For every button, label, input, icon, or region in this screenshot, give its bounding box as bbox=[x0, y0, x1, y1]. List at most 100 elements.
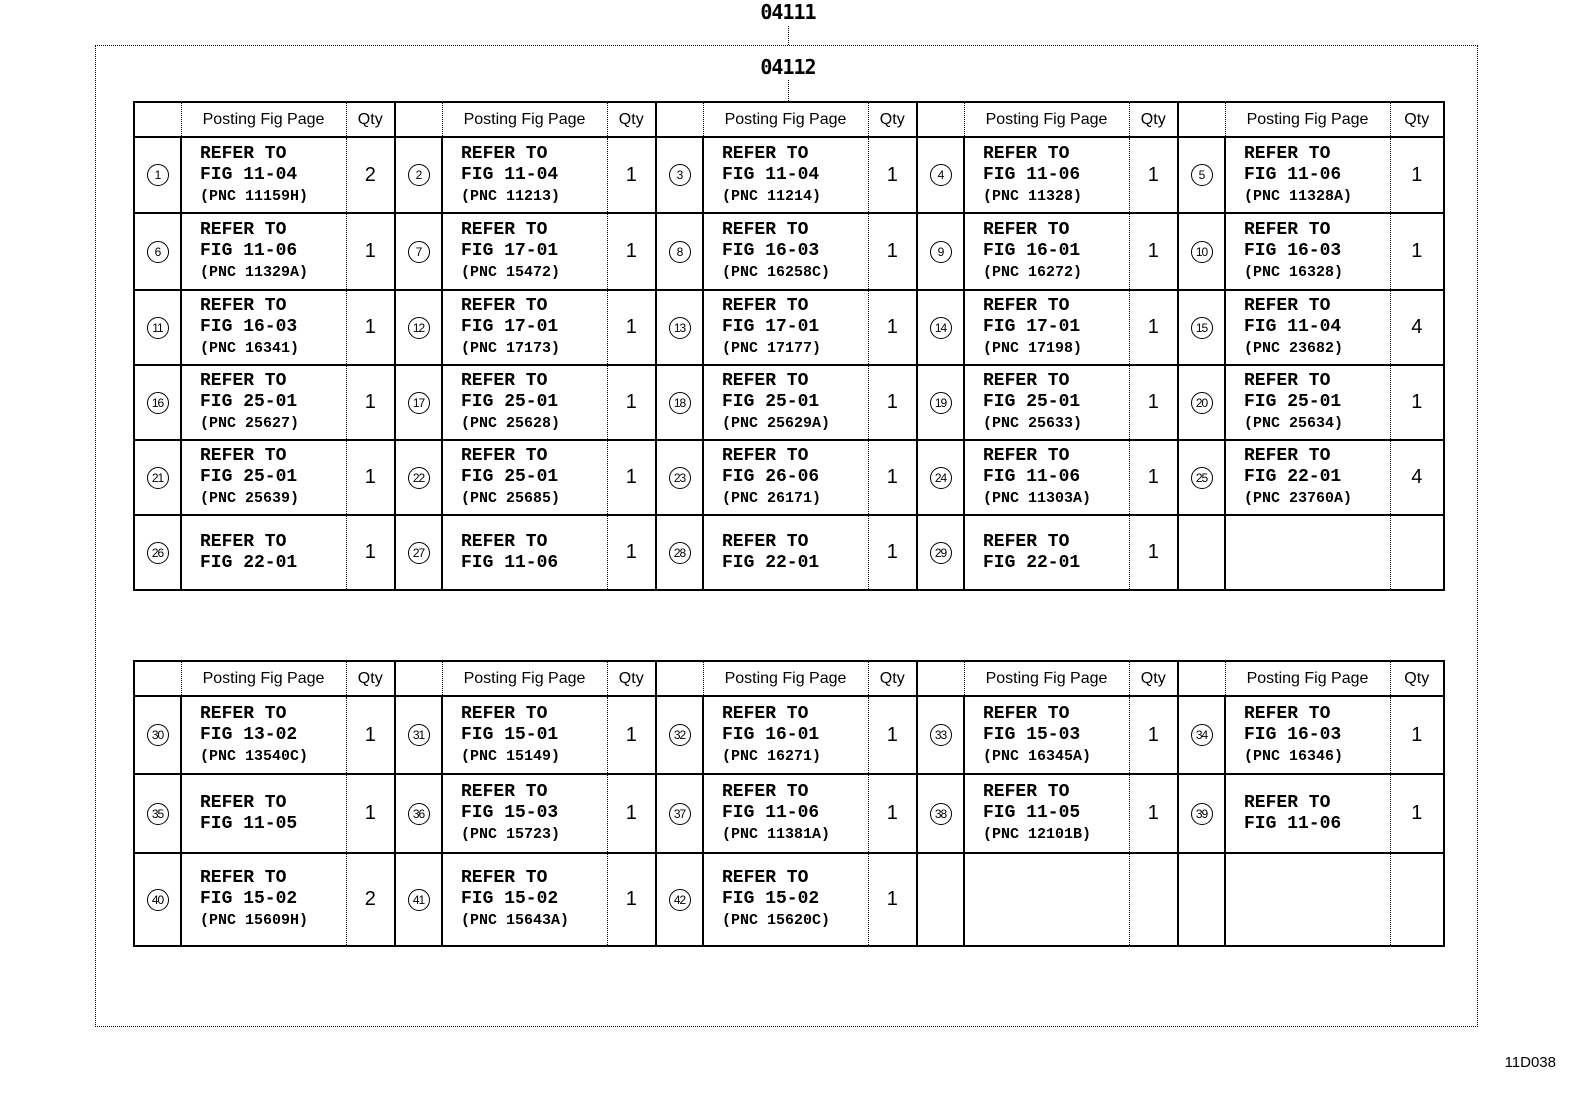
posting-fig-cell: REFER TO FIG 16-03 (PNC 16328) bbox=[1224, 212, 1391, 291]
item-number-cell: 30 bbox=[133, 695, 182, 775]
fig-reference: FIG 11-05 bbox=[983, 803, 1081, 823]
qty-cell: 1 bbox=[1389, 136, 1445, 214]
fig-reference: FIG 26-06 bbox=[722, 467, 820, 487]
posting-fig-cell: REFER TO FIG 22-01 (PNC 23760A) bbox=[1224, 439, 1391, 516]
posting-fig-cell: REFER TO FIG 25-01 (PNC 25633) bbox=[963, 364, 1130, 441]
refer-to-text: REFER TO bbox=[461, 446, 548, 466]
qty-cell: 1 bbox=[1128, 212, 1179, 291]
item-number-cell: 12 bbox=[394, 289, 443, 366]
item-number-cell: 20 bbox=[1177, 364, 1226, 441]
refer-to-text: REFER TO bbox=[461, 703, 548, 724]
fig-reference: FIG 11-06 bbox=[461, 552, 559, 573]
qty-cell: 1 bbox=[606, 212, 657, 291]
header-posting-fig-page: Posting Fig Page bbox=[180, 660, 347, 697]
item-number-circle: 39 bbox=[1190, 802, 1213, 825]
header-qty: Qty bbox=[1389, 660, 1445, 697]
pnc-reference: (PNC 25633) bbox=[983, 415, 1083, 432]
table-row: 21 REFER TO FIG 25-01 (PNC 25639) 1 22 REFER T… bbox=[133, 439, 1445, 516]
pnc-reference: (PNC 25634) bbox=[1244, 415, 1344, 432]
posting-fig-cell: REFER TO FIG 25-01 (PNC 25627) bbox=[180, 364, 347, 441]
item-number-circle: 25 bbox=[1190, 466, 1213, 489]
fig-reference: FIG 22-01 bbox=[1244, 467, 1342, 487]
refer-to-text: REFER TO bbox=[722, 220, 809, 240]
posting-fig-cell: REFER TO FIG 17-01 (PNC 17173) bbox=[441, 289, 608, 366]
qty-cell: 1 bbox=[345, 514, 396, 591]
refer-to-text: REFER TO bbox=[1244, 220, 1331, 240]
item-number-circle: 3 bbox=[668, 164, 691, 186]
header-number-cell bbox=[394, 101, 443, 138]
item-number-circle: 41 bbox=[407, 888, 430, 911]
refer-to-text: REFER TO bbox=[983, 531, 1070, 552]
header-number-cell bbox=[655, 101, 704, 138]
refer-to-text: REFER TO bbox=[722, 446, 809, 466]
item-number-cell: 28 bbox=[655, 514, 704, 591]
pnc-reference: (PNC 17177) bbox=[722, 340, 822, 357]
item-number-cell: 18 bbox=[655, 364, 704, 441]
posting-fig-cell bbox=[1224, 852, 1391, 947]
fig-reference: FIG 17-01 bbox=[461, 317, 559, 337]
fig-reference: FIG 15-01 bbox=[461, 724, 559, 745]
qty-cell: 1 bbox=[345, 439, 396, 516]
item-number-circle: 34 bbox=[1190, 724, 1213, 746]
posting-fig-cell: REFER TO FIG 16-03 (PNC 16341) bbox=[180, 289, 347, 366]
item-number-circle: 13 bbox=[668, 316, 691, 339]
item-number-cell: 37 bbox=[655, 773, 704, 854]
fig-reference: FIG 11-06 bbox=[200, 241, 298, 261]
pnc-reference: (PNC 11213) bbox=[461, 187, 561, 205]
item-number-cell: 5 bbox=[1177, 136, 1226, 214]
refer-to-text: REFER TO bbox=[461, 296, 548, 316]
qty-cell bbox=[1389, 514, 1445, 591]
pnc-reference: (PNC 11328) bbox=[983, 187, 1083, 205]
item-number-circle: 15 bbox=[1190, 316, 1213, 339]
item-number-cell: 9 bbox=[916, 212, 965, 291]
table-row: 1 REFER TO FIG 11-04 (PNC 11159H) 2 2 REFER TO… bbox=[133, 136, 1445, 214]
refer-to-text: REFER TO bbox=[461, 220, 548, 240]
item-number-circle: 5 bbox=[1190, 164, 1213, 186]
item-number-cell: 17 bbox=[394, 364, 443, 441]
item-number-cell bbox=[1177, 852, 1226, 947]
posting-fig-cell: REFER TO FIG 15-02 (PNC 15620C) bbox=[702, 852, 869, 947]
refer-to-text: REFER TO bbox=[722, 531, 809, 552]
refer-to-text: REFER TO bbox=[1244, 296, 1331, 316]
qty-cell: 1 bbox=[867, 852, 918, 947]
item-number-cell: 3 bbox=[655, 136, 704, 214]
item-number-cell: 42 bbox=[655, 852, 704, 947]
fig-reference: FIG 11-06 bbox=[1244, 164, 1342, 185]
item-number-cell bbox=[1177, 514, 1226, 591]
item-number-cell: 35 bbox=[133, 773, 182, 854]
fig-reference: FIG 15-02 bbox=[722, 889, 820, 909]
pnc-reference: (PNC 15643A) bbox=[461, 912, 570, 929]
header-posting-fig-page: Posting Fig Page bbox=[963, 660, 1130, 697]
header-number-cell bbox=[916, 101, 965, 138]
header-number-cell bbox=[655, 660, 704, 697]
item-number-circle: 30 bbox=[146, 724, 169, 746]
item-number-cell: 33 bbox=[916, 695, 965, 775]
posting-fig-cell: REFER TO FIG 15-03 (PNC 16345A) bbox=[963, 695, 1130, 775]
table-row: 26 REFER TO FIG 22-01 1 27 REFER TO FIG 11-06 1… bbox=[133, 514, 1445, 591]
qty-cell: 1 bbox=[345, 289, 396, 366]
refer-to-text: REFER TO bbox=[200, 446, 287, 466]
qty-cell: 1 bbox=[867, 136, 918, 214]
refer-to-text: REFER TO bbox=[722, 782, 809, 802]
refer-to-text: REFER TO bbox=[1244, 792, 1331, 813]
posting-fig-cell: REFER TO FIG 11-06 (PNC 11328) bbox=[963, 136, 1130, 214]
refer-to-text: REFER TO bbox=[722, 703, 809, 724]
refer-to-text: REFER TO bbox=[722, 868, 809, 888]
pnc-reference: (PNC 26171) bbox=[722, 490, 822, 507]
fig-reference: FIG 16-03 bbox=[722, 241, 820, 261]
item-number-circle: 11 bbox=[146, 316, 169, 339]
posting-fig-cell bbox=[1224, 514, 1391, 591]
posting-fig-cell: REFER TO FIG 16-03 (PNC 16346) bbox=[1224, 695, 1391, 775]
item-number-cell: 8 bbox=[655, 212, 704, 291]
qty-cell: 1 bbox=[606, 439, 657, 516]
refer-to-text: REFER TO bbox=[461, 531, 548, 552]
item-number-circle: 20 bbox=[1190, 391, 1213, 414]
item-number-circle: 10 bbox=[1190, 240, 1213, 263]
pnc-reference: (PNC 16345A) bbox=[983, 747, 1092, 765]
qty-cell: 1 bbox=[1128, 773, 1179, 854]
fig-reference: FIG 25-01 bbox=[461, 392, 559, 412]
pnc-reference: (PNC 25685) bbox=[461, 490, 561, 507]
item-number-cell: 24 bbox=[916, 439, 965, 516]
fig-reference: FIG 11-04 bbox=[722, 164, 820, 185]
fig-reference: FIG 15-03 bbox=[461, 803, 559, 823]
